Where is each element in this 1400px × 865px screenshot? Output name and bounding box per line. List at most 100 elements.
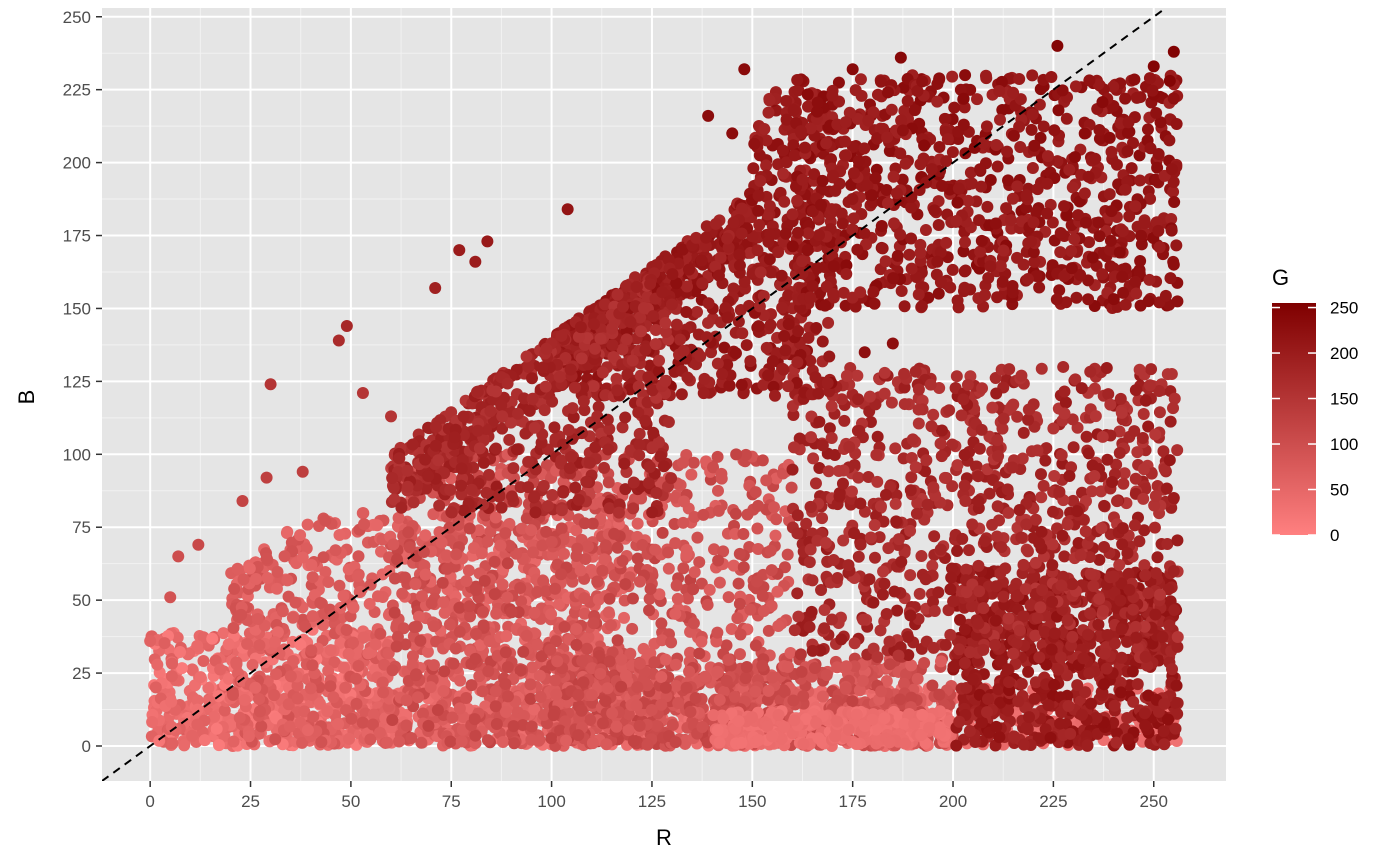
cloud-point [610, 720, 623, 733]
cloud-point [666, 718, 679, 731]
cloud-point [1121, 732, 1134, 745]
cloud-point [444, 735, 457, 748]
cloud-point [795, 665, 808, 678]
cloud-point [733, 547, 746, 560]
cloud-point [422, 719, 435, 732]
cloud-point [283, 720, 296, 733]
cloud-point [1098, 678, 1111, 691]
cloud-point [488, 555, 501, 568]
cloud-point [210, 722, 223, 735]
cloud-point [1035, 491, 1048, 504]
cloud-point [1017, 558, 1030, 571]
cloud-point [901, 631, 914, 644]
cloud-point [488, 588, 501, 601]
cloud-point [390, 640, 403, 653]
cloud-point [762, 684, 775, 697]
cloud-point [208, 710, 221, 723]
cloud-point [500, 630, 513, 643]
cloud-point [769, 529, 782, 542]
cloud-point [507, 720, 520, 733]
cloud-point [351, 570, 364, 583]
cloud-point [386, 713, 399, 726]
cloud-point [659, 681, 672, 694]
cloud-point [166, 657, 179, 670]
cloud-point [501, 690, 514, 703]
cloud-point [1093, 592, 1106, 605]
cloud-point [228, 582, 241, 595]
cloud-point [1110, 736, 1123, 749]
cloud-point [291, 692, 304, 705]
cloud-point [174, 646, 187, 659]
cloud-point [695, 635, 708, 648]
cloud-point [733, 597, 746, 610]
cloud-point [409, 669, 422, 682]
cloud-point [643, 604, 656, 617]
cloud-point [1126, 665, 1139, 678]
cloud-point [306, 571, 319, 584]
cloud-point [960, 563, 973, 576]
cloud-point [750, 575, 763, 588]
cloud-point [744, 603, 757, 616]
cloud-point [1171, 444, 1184, 457]
cloud-point [933, 721, 946, 734]
cloud-point [591, 575, 604, 588]
cloud-point [899, 737, 912, 750]
cloud-point [732, 577, 745, 590]
cloud-point [528, 606, 541, 619]
cloud-point [314, 596, 327, 609]
cloud-point [409, 578, 422, 591]
cloud-point [671, 592, 684, 605]
cloud-point [1028, 692, 1041, 705]
cloud-point [1023, 711, 1036, 724]
cloud-point [1138, 707, 1151, 720]
cloud-point [677, 495, 690, 508]
cloud-point [468, 713, 481, 726]
cloud-point [1084, 607, 1097, 620]
cloud-point [1166, 663, 1179, 676]
cloud-point [358, 518, 371, 531]
cloud-point [918, 656, 931, 669]
cloud-point [408, 621, 421, 634]
cloud-point [1034, 468, 1047, 481]
cloud-point [913, 587, 926, 600]
cloud-point [525, 733, 538, 746]
cloud-point [165, 670, 178, 683]
cloud-point [547, 709, 560, 722]
cloud-point [227, 622, 240, 635]
cloud-point [600, 738, 613, 751]
cloud-point [858, 719, 871, 732]
cloud-point [186, 729, 199, 742]
cloud-point [481, 535, 494, 548]
cloud-point [1139, 394, 1152, 407]
cloud-point [670, 679, 683, 692]
cloud-point [476, 685, 489, 698]
cloud-point [296, 551, 309, 564]
cloud-point [602, 606, 615, 619]
cloud-point [558, 620, 571, 633]
cloud-point [1101, 453, 1114, 466]
cloud-point [950, 739, 963, 752]
cloud-point [525, 720, 538, 733]
cloud-point [450, 548, 463, 561]
cloud-point [230, 658, 243, 671]
cloud-point [469, 729, 482, 742]
cloud-point [499, 527, 512, 540]
cloud-point [237, 573, 250, 586]
cloud-point [599, 539, 612, 552]
cloud-point [462, 564, 475, 577]
cloud-point [191, 718, 204, 731]
cloud-point [545, 608, 558, 621]
cloud-point [683, 665, 696, 678]
cloud-point [662, 562, 675, 575]
cloud-point [1017, 738, 1030, 751]
cloud-point [745, 711, 758, 724]
cloud-point [711, 484, 724, 497]
cloud-point [524, 678, 537, 691]
cloud-point [1156, 630, 1169, 643]
cloud-point [352, 660, 365, 673]
cloud-point [534, 690, 547, 703]
cloud-point [732, 715, 745, 728]
cloud-point [685, 468, 698, 481]
cloud-point [871, 430, 884, 443]
cloud-point [449, 642, 462, 655]
